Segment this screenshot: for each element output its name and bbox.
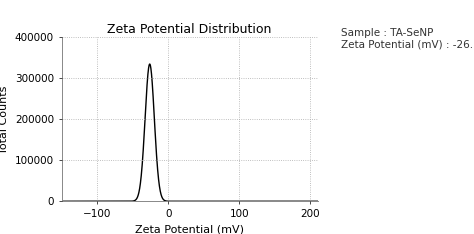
Title: Zeta Potential Distribution: Zeta Potential Distribution [108, 23, 272, 36]
Text: Sample : TA-SeNP
Zeta Potential (mV) : -26.1: Sample : TA-SeNP Zeta Potential (mV) : -… [341, 28, 474, 50]
Y-axis label: Total Counts: Total Counts [0, 85, 9, 154]
X-axis label: Zeta Potential (mV): Zeta Potential (mV) [135, 224, 244, 234]
